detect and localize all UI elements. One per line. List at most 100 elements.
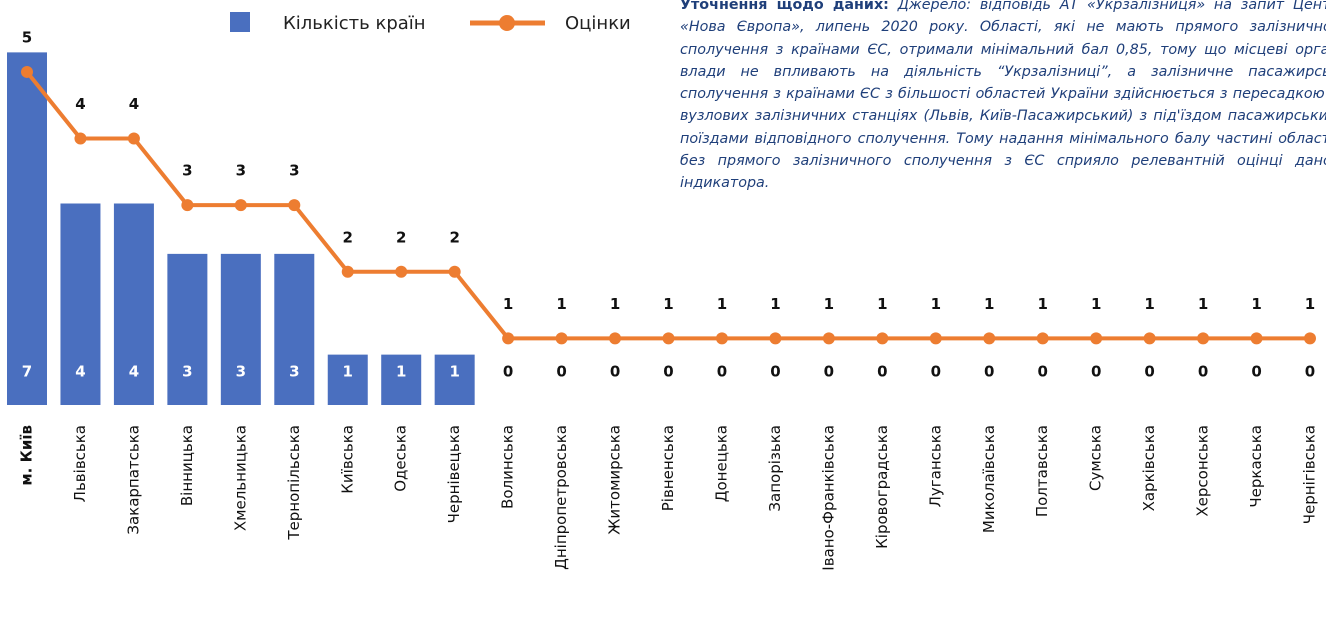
- x-tick-label: Вінницька: [178, 425, 196, 506]
- score-value-label: 1: [503, 295, 513, 313]
- x-tick-label: Харківська: [1140, 425, 1158, 511]
- score-point: [769, 332, 782, 345]
- score-value-label: 2: [343, 228, 353, 246]
- score-point: [715, 332, 728, 345]
- bar-value-label: 1: [343, 363, 353, 381]
- x-tick-label: Одеська: [392, 425, 410, 492]
- score-point: [234, 199, 247, 212]
- score-point: [822, 332, 835, 345]
- score-point: [127, 132, 140, 145]
- score-value-label: 1: [610, 295, 620, 313]
- x-tick-label: Закарпатська: [124, 425, 142, 535]
- bar: [327, 354, 368, 405]
- bar-value-label: 0: [877, 363, 887, 381]
- score-point: [181, 199, 194, 212]
- x-tick-label: м. Київ: [18, 425, 36, 486]
- score-value-label: 3: [236, 162, 246, 180]
- score-value-label: 1: [931, 295, 941, 313]
- score-value-label: 1: [1144, 295, 1154, 313]
- score-value-label: 2: [449, 228, 459, 246]
- bar-value-label: 0: [1305, 363, 1315, 381]
- score-point: [1250, 332, 1263, 345]
- note-box: Уточнення щодо даних: Джерело: відповідь…: [680, 0, 1326, 284]
- bar-value-label: 0: [663, 363, 673, 381]
- note-title: Уточнення щодо даних:: [680, 0, 889, 13]
- score-value-label: 1: [1198, 295, 1208, 313]
- score-value-label: 1: [1251, 295, 1261, 313]
- bar-value-label: 3: [289, 363, 299, 381]
- score-point: [1197, 332, 1210, 345]
- score-point: [929, 332, 942, 345]
- bar-value-label: 0: [1144, 363, 1154, 381]
- legend-label: Кількість країн: [283, 13, 426, 34]
- bar-value-label: 0: [984, 363, 994, 381]
- score-value-label: 1: [984, 295, 994, 313]
- legend-swatch: [230, 12, 250, 32]
- bar: [274, 253, 315, 405]
- x-tick-label: Івано-Франківська: [819, 425, 837, 571]
- x-tick-label: Донецька: [712, 425, 730, 502]
- x-tick-label: Тернопільська: [285, 425, 303, 541]
- bar-value-label: 0: [610, 363, 620, 381]
- bar-value-label: 0: [1198, 363, 1208, 381]
- x-tick-label: Херсонська: [1194, 425, 1212, 517]
- x-tick-label: Черкаська: [1247, 425, 1265, 508]
- score-value-label: 1: [556, 295, 566, 313]
- x-tick-label: Рівненська: [659, 425, 677, 511]
- x-tick-label: Хмельницька: [231, 425, 249, 531]
- score-point: [1036, 332, 1049, 345]
- score-value-label: 1: [770, 295, 780, 313]
- score-value-label: 1: [663, 295, 673, 313]
- bar-value-label: 7: [22, 363, 32, 381]
- score-value-label: 1: [1037, 295, 1047, 313]
- x-tick-label: Кіровоградська: [873, 425, 891, 549]
- score-point: [1304, 332, 1316, 345]
- bar-value-label: 0: [503, 363, 513, 381]
- note-text: Джерело: відповідь АТ «Укрзалізниця» на …: [680, 0, 1326, 192]
- score-point: [502, 332, 515, 345]
- score-point: [288, 199, 301, 212]
- bar: [60, 203, 101, 405]
- score-value-label: 1: [717, 295, 727, 313]
- score-point: [609, 332, 622, 345]
- bar: [434, 354, 475, 405]
- score-point: [555, 332, 568, 345]
- bar-value-label: 3: [236, 363, 246, 381]
- score-value-label: 3: [182, 162, 192, 180]
- score-value-label: 1: [1305, 295, 1315, 313]
- note: Уточнення щодо даних: Джерело: відповідь…: [680, 0, 1326, 195]
- bar-value-label: 0: [770, 363, 780, 381]
- score-value-label: 1: [824, 295, 834, 313]
- bar-value-label: 1: [396, 363, 406, 381]
- bar-value-label: 0: [1037, 363, 1047, 381]
- x-tick-label: Полтавська: [1033, 425, 1051, 517]
- score-value-label: 4: [75, 95, 85, 113]
- score-value-label: 5: [22, 28, 32, 46]
- score-point: [341, 265, 354, 278]
- x-tick-label: Чернігівська: [1301, 425, 1319, 524]
- bar: [220, 253, 261, 405]
- bar: [7, 52, 47, 405]
- x-tick-label: Луганська: [926, 425, 944, 507]
- bar-value-label: 3: [182, 363, 192, 381]
- score-value-label: 2: [396, 228, 406, 246]
- score-point: [21, 65, 33, 78]
- x-tick-label: Львівська: [71, 425, 89, 502]
- x-tick-label: Чернівецька: [445, 425, 463, 523]
- score-value-label: 3: [289, 162, 299, 180]
- x-tick-label: Волинська: [499, 425, 517, 509]
- x-tick-label: Житомирська: [606, 425, 624, 535]
- score-point: [74, 132, 87, 145]
- bar-value-label: 0: [556, 363, 566, 381]
- bar-value-label: 0: [717, 363, 727, 381]
- score-point: [1143, 332, 1156, 345]
- bar: [113, 203, 154, 405]
- score-point: [448, 265, 461, 278]
- x-tick-label: Дніпропетровська: [552, 425, 570, 570]
- x-tick-label: Запорізька: [766, 425, 784, 512]
- bar-value-label: 0: [1091, 363, 1101, 381]
- score-value-label: 4: [129, 95, 139, 113]
- bar-value-label: 4: [129, 363, 139, 381]
- legend-dot: [499, 15, 515, 31]
